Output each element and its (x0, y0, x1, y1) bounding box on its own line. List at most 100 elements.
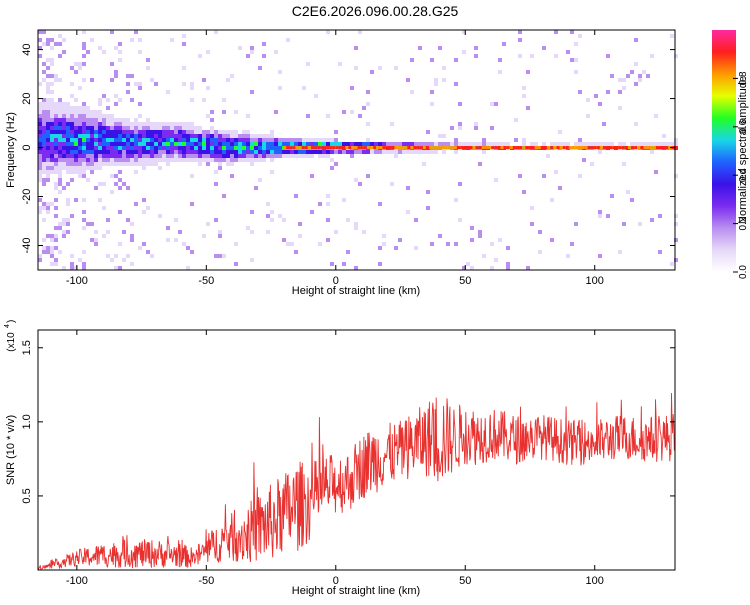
heatmap-cell (118, 146, 122, 150)
heatmap-cell (294, 150, 298, 154)
heatmap-cell (342, 110, 346, 114)
heatmap-ridge-cell (528, 146, 532, 150)
heatmap-cell (130, 138, 134, 142)
x-tick-label: 0 (333, 275, 339, 287)
heatmap-ridge-cell (382, 146, 386, 150)
heatmap-cell (146, 126, 150, 130)
heatmap-cell (66, 154, 70, 158)
heatmap-cell (310, 138, 314, 142)
heatmap-cell (270, 218, 274, 222)
heatmap-cell (94, 242, 98, 246)
heatmap-cell (278, 214, 282, 218)
heatmap-cell (250, 158, 254, 162)
heatmap-ridge-cell (329, 146, 333, 150)
heatmap-cell (98, 122, 102, 126)
heatmap-cell (118, 130, 122, 134)
heatmap-cell (122, 230, 126, 234)
heatmap-cell (138, 114, 142, 118)
heatmap-cell (194, 154, 198, 158)
heatmap-cell (66, 202, 70, 206)
heatmap-cell (98, 182, 102, 186)
heatmap-cell (214, 30, 218, 34)
heatmap-cell (206, 222, 210, 226)
heatmap-cell (246, 150, 250, 154)
heatmap-cell (182, 146, 186, 150)
x-tick-label: 50 (459, 575, 471, 587)
heatmap-cell (50, 246, 54, 250)
heatmap-cell (458, 102, 462, 106)
heatmap-ridge-cell (466, 146, 470, 150)
heatmap-cell (214, 150, 218, 154)
heatmap-cell (394, 150, 398, 154)
heatmap-cell (602, 142, 606, 146)
heatmap-cell (66, 166, 70, 170)
heatmap-cell (430, 142, 434, 146)
heatmap-ridge-cell (292, 146, 296, 150)
heatmap-cell (114, 174, 118, 178)
heatmap-cell (298, 138, 302, 142)
heatmap-cell (114, 254, 118, 258)
heatmap-cell (98, 198, 102, 202)
heatmap-cell (58, 150, 62, 154)
heatmap-cell (434, 78, 438, 82)
heatmap-cell (194, 146, 198, 150)
heatmap-cell (98, 142, 102, 146)
heatmap-cell (122, 182, 126, 186)
heatmap-cell (422, 142, 426, 146)
heatmap-ridge-cell (310, 146, 314, 150)
heatmap-cell (170, 130, 174, 134)
heatmap-cell (530, 206, 534, 210)
heatmap-cell (150, 254, 154, 258)
heatmap-cell (610, 142, 614, 146)
heatmap-cell (50, 130, 54, 134)
heatmap-cell (134, 146, 138, 150)
heatmap-cell (150, 162, 154, 166)
heatmap-cell (266, 146, 270, 150)
heatmap-ridge-cell (562, 146, 566, 150)
heatmap-cell (430, 90, 434, 94)
heatmap-cell (194, 158, 198, 162)
heatmap-cell (574, 42, 578, 46)
heatmap-cell (250, 90, 254, 94)
heatmap-cell (70, 214, 74, 218)
heatmap-cell (46, 74, 50, 78)
heatmap-cell (554, 30, 558, 34)
heatmap-cell (186, 122, 190, 126)
x-tick-label: -100 (66, 575, 88, 587)
heatmap-cell (258, 138, 262, 142)
heatmap-ridge-cell (596, 146, 600, 150)
heatmap-cell (146, 206, 150, 210)
heatmap-cell (86, 154, 90, 158)
heatmap-cell (126, 186, 130, 190)
heatmap-cell (266, 150, 270, 154)
colorbar-tick-label: 0.6 (738, 119, 749, 133)
heatmap-cell (158, 166, 162, 170)
heatmap-cell (126, 158, 130, 162)
heatmap-cell (490, 142, 494, 146)
heatmap-cell (106, 138, 110, 142)
heatmap-cell (346, 250, 350, 254)
heatmap-cell (178, 142, 182, 146)
heatmap-cell (142, 166, 146, 170)
heatmap-cell (174, 130, 178, 134)
x-tick-label: -50 (198, 275, 214, 287)
heatmap-cell (134, 170, 138, 174)
heatmap-cell (102, 94, 106, 98)
heatmap-cell (230, 130, 234, 134)
heatmap-cell (90, 166, 94, 170)
heatmap-cell (70, 178, 74, 182)
heatmap-cell (110, 126, 114, 130)
heatmap-cell (270, 170, 274, 174)
heatmap-cell (318, 242, 322, 246)
heatmap-cell (622, 86, 626, 90)
heatmap-cell (70, 106, 74, 110)
heatmap-cell (38, 170, 42, 174)
heatmap-cell (138, 126, 142, 130)
heatmap-cell (98, 46, 102, 50)
heatmap-cell (50, 90, 54, 94)
heatmap-cell (50, 46, 54, 50)
heatmap-cell (94, 146, 98, 150)
heatmap-cell (138, 162, 142, 166)
heatmap-cell (182, 126, 186, 130)
heatmap-cell (50, 62, 54, 66)
